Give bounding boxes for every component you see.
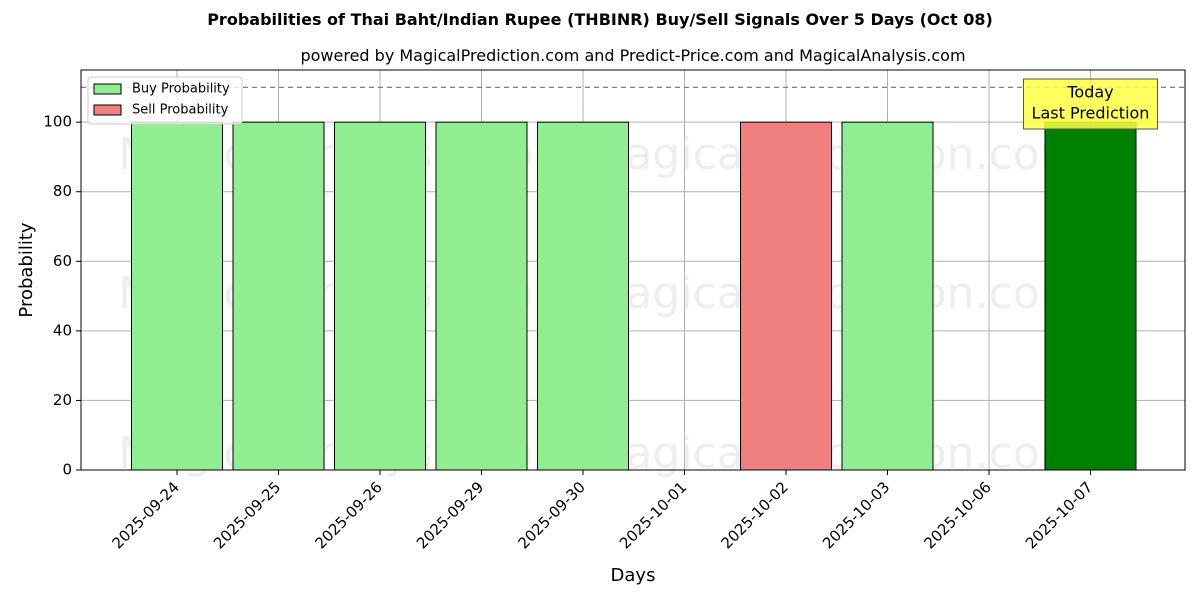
legend: Buy Probability Sell Probability	[87, 76, 243, 125]
legend-label-buy: Buy Probability	[132, 82, 230, 97]
annotation-box	[1023, 78, 1158, 130]
bar-buy	[537, 121, 629, 471]
watermark: MagicalPrediction.com	[588, 428, 1083, 479]
x-tick-label: 2025-09-24	[108, 478, 182, 552]
x-tick-label: 2025-10-03	[819, 478, 893, 552]
y-axis-label: Probability	[16, 222, 37, 317]
annotation-line-2: Last Prediction	[1032, 104, 1150, 123]
today-annotation: Today Last Prediction	[1023, 78, 1158, 130]
watermark: MagicalPrediction.com	[588, 268, 1083, 319]
x-axis-label: Days	[611, 565, 656, 586]
x-axis: 2025-09-24 2025-09-25 2025-09-26 2025-09-29…	[108, 470, 1096, 552]
x-tick-label: 2025-10-07	[1022, 478, 1096, 552]
y-tick-label: 0	[62, 461, 72, 479]
x-tick-label: 2025-09-29	[413, 478, 487, 552]
bar-sell	[740, 121, 832, 471]
annotation-line-1: Today	[1066, 83, 1113, 102]
y-tick-label: 20	[53, 391, 72, 409]
chart-title: Probabilities of Thai Baht/Indian Rupee …	[207, 10, 993, 29]
bar-buy	[334, 121, 426, 471]
legend-box	[87, 76, 243, 125]
watermark: MagicalPrediction.com	[588, 129, 1083, 180]
y-axis: 0 20 40 60 80 100	[43, 113, 81, 479]
y-tick-label: 40	[53, 321, 72, 339]
bar-buy	[232, 121, 325, 471]
plot-frame	[80, 69, 1186, 471]
x-tick-label: 2025-09-26	[311, 478, 385, 552]
legend-swatch-buy	[93, 83, 122, 95]
x-tick-label: 2025-10-02	[717, 478, 791, 552]
x-tick-label: 2025-09-30	[514, 478, 588, 552]
y-tick-label: 100	[43, 113, 72, 131]
bar-buy	[131, 121, 223, 471]
x-tick-label: 2025-10-06	[920, 478, 994, 552]
y-tick-label: 80	[53, 182, 72, 200]
bars	[131, 121, 1137, 471]
chart-subtitle: powered by MagicalPrediction.com and Pre…	[300, 46, 966, 65]
bar-buy	[841, 121, 934, 471]
y-tick-label: 60	[53, 252, 72, 270]
x-tick-label: 2025-09-25	[210, 478, 284, 552]
x-tick-label: 2025-10-01	[616, 478, 690, 552]
legend-label-sell: Sell Probability	[132, 103, 229, 118]
bar-today	[1044, 121, 1137, 471]
legend-swatch-sell	[93, 104, 122, 116]
bar-buy	[435, 121, 528, 471]
